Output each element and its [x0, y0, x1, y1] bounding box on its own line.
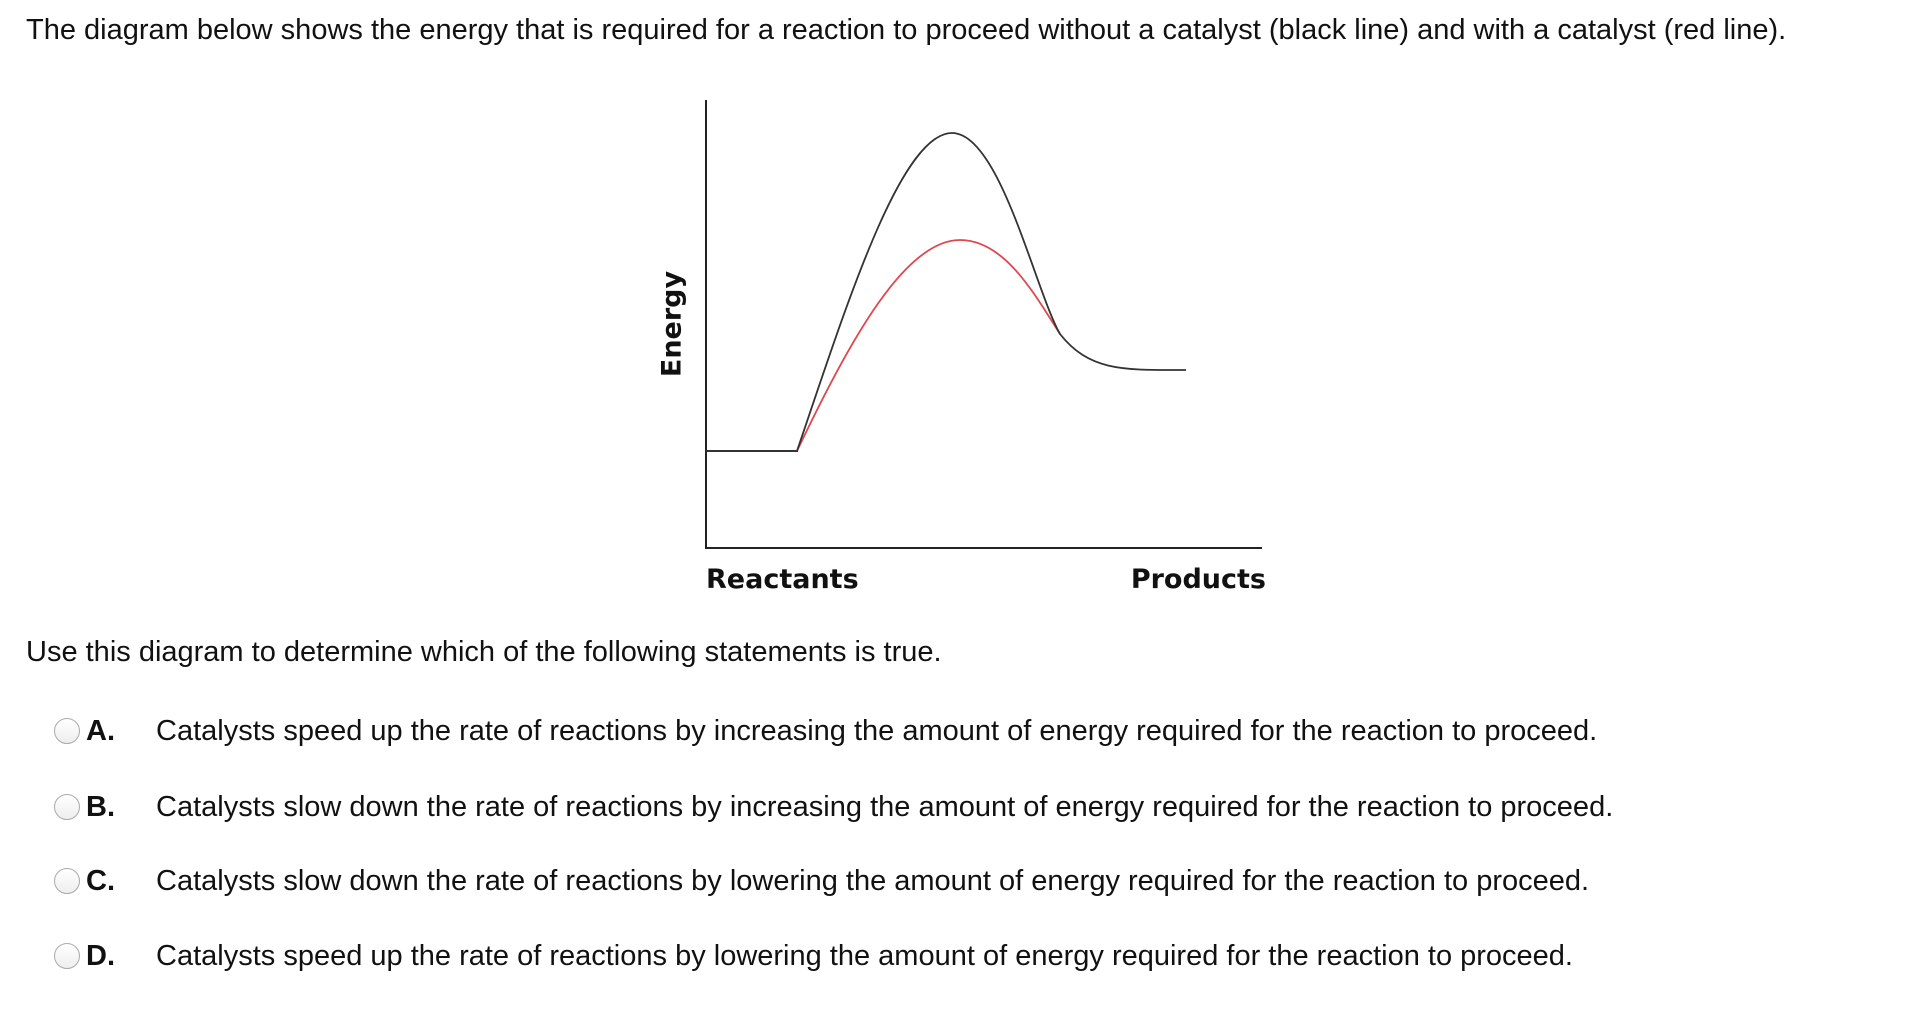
option-text: Catalysts slow down the rate of reaction…	[156, 864, 1590, 897]
radio-button[interactable]	[54, 943, 80, 969]
option-letter: C.	[86, 864, 115, 897]
uncatalyzed-curve	[796, 132, 1187, 452]
reactants-label: Reactants	[706, 564, 859, 595]
energy-axis-label: Energy	[656, 270, 688, 378]
option-letter: D.	[86, 939, 115, 972]
option-b[interactable]: B. Catalysts slow down the rate of react…	[54, 787, 1613, 827]
question-intro: The diagram below shows the energy that …	[26, 14, 1787, 46]
radio-button[interactable]	[54, 718, 80, 744]
option-a[interactable]: A. Catalysts speed up the rate of reacti…	[54, 711, 1597, 751]
option-text: Catalysts slow down the rate of reaction…	[156, 790, 1614, 823]
option-d[interactable]: D. Catalysts speed up the rate of reacti…	[54, 936, 1573, 976]
option-letter: A.	[86, 714, 115, 747]
question-prompt: Use this diagram to determine which of t…	[26, 636, 942, 668]
option-text: Catalysts speed up the rate of reactions…	[156, 939, 1573, 972]
option-c[interactable]: C. Catalysts slow down the rate of react…	[54, 861, 1589, 901]
option-text: Catalysts speed up the rate of reactions…	[156, 714, 1598, 747]
radio-button[interactable]	[54, 868, 80, 894]
option-letter: B.	[86, 790, 115, 823]
radio-button[interactable]	[54, 794, 80, 820]
catalyzed-curve	[796, 239, 1061, 452]
products-label: Products	[1130, 564, 1266, 595]
